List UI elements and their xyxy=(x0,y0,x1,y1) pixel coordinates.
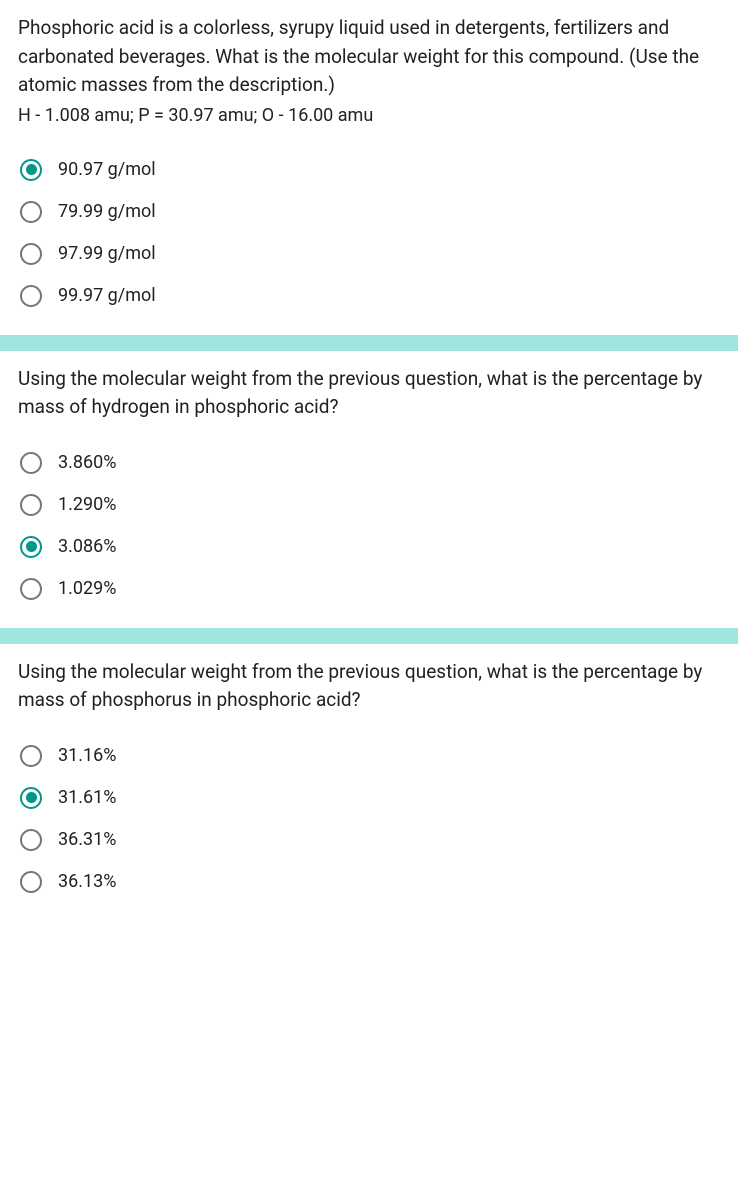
question-subtext: H - 1.008 amu; P = 30.97 amu; O - 16.00 … xyxy=(18,102,720,129)
question-prompt: Phosphoric acid is a colorless, syrupy l… xyxy=(18,14,720,100)
option-label: 79.99 g/mol xyxy=(58,201,156,222)
option-label: 3.086% xyxy=(58,536,116,557)
option-row[interactable]: 31.61% xyxy=(18,777,720,819)
option-row[interactable]: 90.97 g/mol xyxy=(18,149,720,191)
radio-selected-icon[interactable] xyxy=(20,159,42,181)
option-row[interactable]: 36.13% xyxy=(18,861,720,903)
radio-unselected-icon[interactable] xyxy=(20,243,42,265)
option-label: 97.99 g/mol xyxy=(58,243,156,264)
option-row[interactable]: 3.860% xyxy=(18,442,720,484)
radio-selected-icon[interactable] xyxy=(20,536,42,558)
option-label: 31.16% xyxy=(58,745,116,766)
option-label: 31.61% xyxy=(58,787,116,808)
option-row[interactable]: 36.31% xyxy=(18,819,720,861)
question-prompt: Using the molecular weight from the prev… xyxy=(18,365,720,422)
radio-unselected-icon[interactable] xyxy=(20,452,42,474)
options-group: 3.860% 1.290% 3.086% 1.029% xyxy=(18,442,720,610)
section-divider xyxy=(0,628,738,644)
radio-unselected-icon[interactable] xyxy=(20,578,42,600)
option-label: 1.029% xyxy=(58,578,116,599)
radio-selected-icon[interactable] xyxy=(20,787,42,809)
question-block: Phosphoric acid is a colorless, syrupy l… xyxy=(0,0,738,335)
option-row[interactable]: 1.290% xyxy=(18,484,720,526)
question-prompt: Using the molecular weight from the prev… xyxy=(18,658,720,715)
option-label: 99.97 g/mol xyxy=(58,285,156,306)
radio-unselected-icon[interactable] xyxy=(20,201,42,223)
radio-unselected-icon[interactable] xyxy=(20,829,42,851)
option-row[interactable]: 79.99 g/mol xyxy=(18,191,720,233)
question-block: Using the molecular weight from the prev… xyxy=(0,644,738,921)
option-row[interactable]: 3.086% xyxy=(18,526,720,568)
option-row[interactable]: 1.029% xyxy=(18,568,720,610)
option-row[interactable]: 31.16% xyxy=(18,735,720,777)
option-label: 3.860% xyxy=(58,452,116,473)
radio-unselected-icon[interactable] xyxy=(20,871,42,893)
option-label: 90.97 g/mol xyxy=(58,159,156,180)
option-row[interactable]: 97.99 g/mol xyxy=(18,233,720,275)
section-divider xyxy=(0,335,738,351)
options-group: 90.97 g/mol 79.99 g/mol 97.99 g/mol 99.97 g… xyxy=(18,149,720,317)
options-group: 31.16% 31.61% 36.31% 36.13% xyxy=(18,735,720,903)
radio-unselected-icon[interactable] xyxy=(20,285,42,307)
option-row[interactable]: 99.97 g/mol xyxy=(18,275,720,317)
radio-unselected-icon[interactable] xyxy=(20,745,42,767)
option-label: 36.31% xyxy=(58,829,116,850)
question-block: Using the molecular weight from the prev… xyxy=(0,351,738,628)
radio-unselected-icon[interactable] xyxy=(20,494,42,516)
option-label: 1.290% xyxy=(58,494,116,515)
option-label: 36.13% xyxy=(58,871,116,892)
